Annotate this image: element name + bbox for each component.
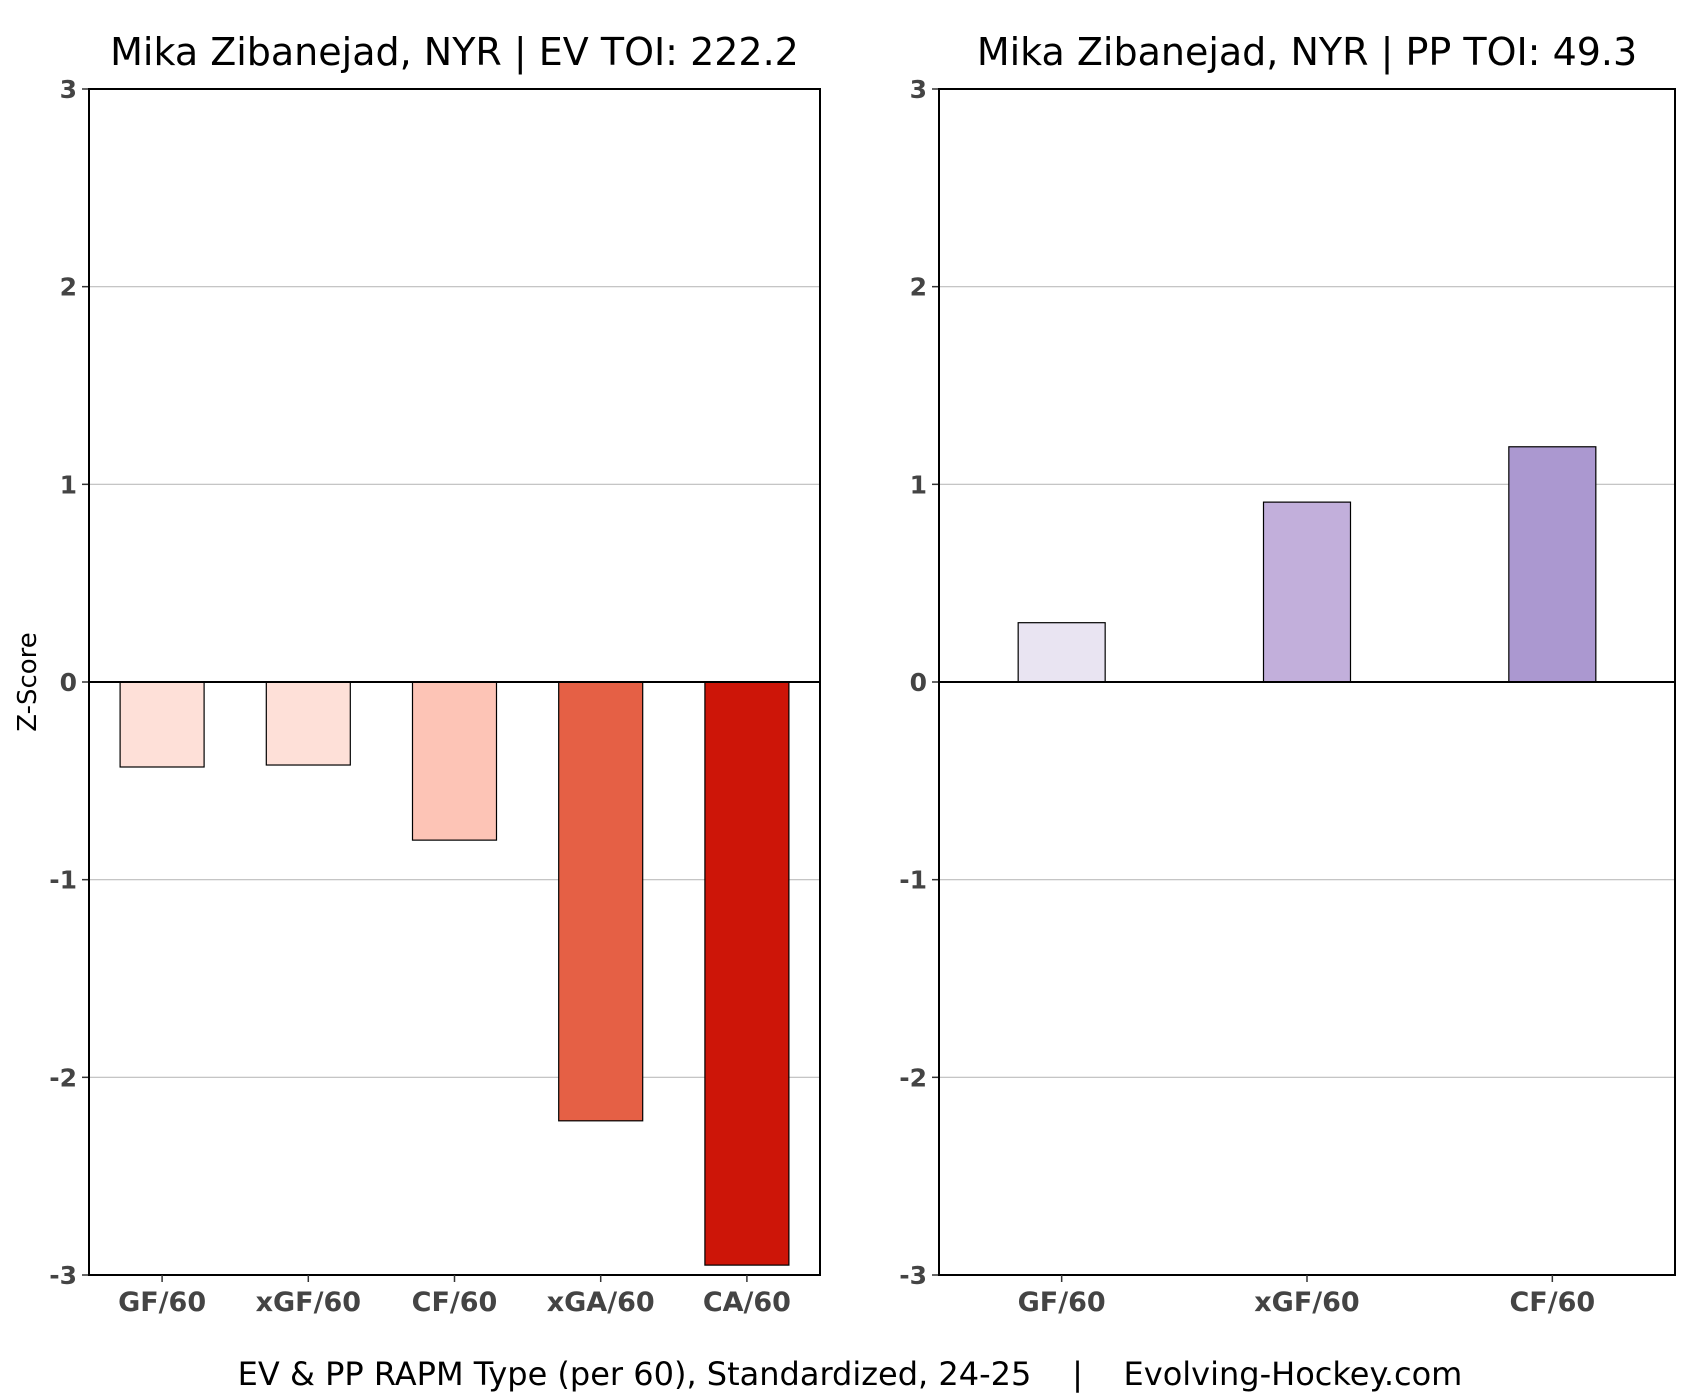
x-tick-label: GF/60 (118, 1287, 206, 1318)
y-tick-label: 3 (60, 75, 77, 104)
figure-caption: EV & PP RAPM Type (per 60), Standardized… (238, 1355, 1463, 1393)
x-tick-label: xGF/60 (256, 1287, 361, 1318)
chart-title: Mika Zibanejad, NYR | PP TOI: 49.3 (977, 30, 1637, 75)
bar-xga-per-60 (558, 681, 644, 1122)
x-tick-label: GF/60 (1018, 1287, 1106, 1318)
y-tick-label: -3 (899, 1261, 927, 1290)
x-tick-label: xGA/60 (547, 1287, 655, 1318)
x-tick-label: CF/60 (1509, 1287, 1595, 1318)
pp-rapm-panel: Mika Zibanejad, NYR | PP TOI: 49.3 3 2 1 0 -1… (899, 30, 1676, 1318)
bar-xgf-per-60 (1262, 501, 1352, 683)
y-tick-label: 0 (910, 668, 927, 697)
y-tick-label: -2 (49, 1063, 77, 1092)
x-tick-label: xGF/60 (1254, 1287, 1359, 1318)
bar-gf-per-60 (119, 681, 205, 768)
y-tick-label: -1 (49, 866, 77, 895)
y-axis-label: Z-Score (13, 632, 43, 732)
y-tick-label: 1 (60, 470, 77, 499)
chart-title: Mika Zibanejad, NYR | EV TOI: 222.2 (110, 30, 799, 75)
bar-cf-per-60 (411, 681, 498, 841)
ev-rapm-panel: Mika Zibanejad, NYR | EV TOI: 222.2 3 2 1 0 -… (13, 30, 821, 1318)
bar-xgf-per-60 (265, 681, 351, 766)
bar-gf-per-60 (1017, 622, 1106, 683)
y-tick-label: 0 (60, 668, 77, 697)
y-tick-label: 2 (60, 273, 77, 302)
y-tick-label: 3 (910, 75, 927, 104)
y-tick-label: -3 (49, 1261, 77, 1290)
bar-cf-per-60 (1508, 446, 1597, 683)
y-tick-label: 2 (910, 273, 927, 302)
x-tick-label: CF/60 (412, 1287, 498, 1318)
y-tick-label: -1 (899, 866, 927, 895)
y-tick-label: -2 (899, 1063, 927, 1092)
x-tick-label: CA/60 (703, 1287, 791, 1318)
y-tick-label: 1 (910, 470, 927, 499)
bar-ca-per-60 (704, 681, 790, 1266)
